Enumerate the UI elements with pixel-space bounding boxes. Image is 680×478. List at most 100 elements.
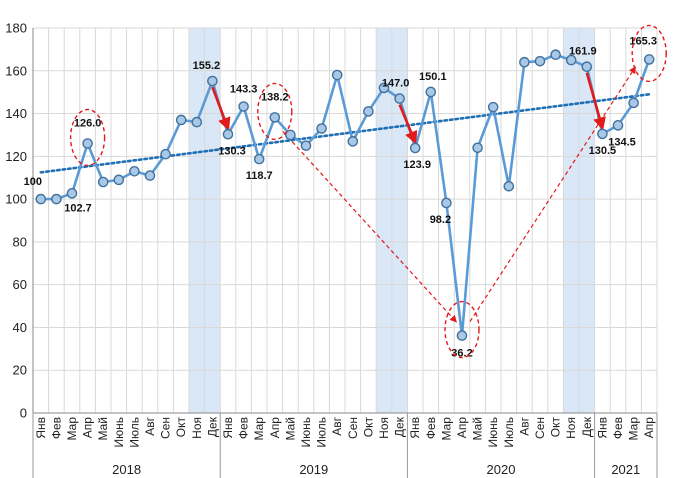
highlight-circles <box>69 24 667 359</box>
data-label: 123.9 <box>403 159 431 171</box>
data-point <box>441 197 452 209</box>
data-point <box>66 188 78 199</box>
data-label: 150.1 <box>419 71 447 83</box>
data-point <box>347 136 359 147</box>
data-point <box>565 54 577 66</box>
y-tick-label: 160 <box>5 63 27 78</box>
x-axis-labels: Янв Фев Мар Апр Май Июнь Июль Авг Сен Окт Ноя Дек Ян… <box>32 413 658 478</box>
drop-arrow <box>211 86 231 131</box>
month-tick-label: Фев <box>611 417 625 439</box>
month-tick-label: Авг <box>143 416 157 435</box>
month-tick-label: Мар <box>65 417 79 441</box>
series-line <box>40 53 651 337</box>
month-tick-label: Апр <box>268 417 282 439</box>
month-tick-label: Апр <box>81 417 95 439</box>
data-label: 118.7 <box>246 170 273 182</box>
data-point <box>82 138 93 149</box>
month-tick-label: Окт <box>549 417 563 438</box>
data-point <box>597 128 608 140</box>
data-label: 134.5 <box>608 136 636 148</box>
month-tick-label: Июнь <box>112 417 126 448</box>
y-tick-label: 80 <box>13 234 27 249</box>
data-label: 98.2 <box>430 214 451 226</box>
data-point <box>643 54 655 65</box>
month-tick-label: Дек <box>393 416 407 437</box>
highlight-ellipse <box>69 108 106 167</box>
y-tick-label: 120 <box>5 149 27 164</box>
data-point <box>285 129 296 141</box>
month-tick-label: Июнь <box>299 417 313 448</box>
data-point <box>581 61 593 73</box>
month-tick-label: Июнь <box>486 417 500 448</box>
data-point <box>35 193 47 205</box>
month-tick-label: Ноя <box>377 417 391 439</box>
month-tick-label: Авг <box>517 416 531 435</box>
series-line-group <box>40 53 651 337</box>
trend-dashed-arrow <box>469 66 636 322</box>
data-point <box>175 114 187 126</box>
highlight-ellipse <box>631 24 667 83</box>
data-label: 100 <box>24 176 42 188</box>
data-label: 130.5 <box>589 145 617 157</box>
data-point <box>472 142 483 154</box>
y-tick-label: 60 <box>13 277 27 292</box>
data-label: 143.3 <box>230 83 258 95</box>
y-tick-label: 180 <box>5 21 27 36</box>
data-point <box>378 82 390 94</box>
y-tick-label: 40 <box>13 320 27 335</box>
data-point <box>129 166 140 177</box>
data-label: 161.9 <box>569 46 597 58</box>
data-point <box>550 49 561 61</box>
month-tick-label: Июль <box>315 417 329 448</box>
month-tick-label: Янв <box>34 417 48 439</box>
data-label: 147.0 <box>382 78 410 90</box>
data-point <box>51 193 62 205</box>
data-point <box>238 101 249 112</box>
year-label: 2019 <box>299 462 328 477</box>
data-point <box>628 97 639 109</box>
data-point <box>207 75 218 87</box>
month-tick-label: Мар <box>627 417 641 441</box>
data-point <box>253 153 265 165</box>
month-tick-label: Янв <box>221 417 235 439</box>
month-tick-label: Май <box>283 417 297 441</box>
data-point <box>300 140 312 151</box>
month-tick-label: Апр <box>642 417 656 439</box>
year-label: 2020 <box>487 462 516 477</box>
data-point <box>409 142 421 154</box>
data-label: 155.2 <box>193 60 221 72</box>
drop-arrow <box>398 104 418 145</box>
highlight-ellipse <box>444 300 480 359</box>
year-label: 2021 <box>611 462 640 477</box>
data-label: 102.7 <box>64 202 92 214</box>
data-point <box>503 180 515 192</box>
data-point <box>519 56 530 68</box>
month-tick-label: Сен <box>159 417 173 439</box>
month-tick-label: Авг <box>330 416 344 435</box>
month-tick-label: Фев <box>424 417 438 439</box>
month-tick-label: Сен <box>346 417 360 439</box>
data-point <box>160 148 171 160</box>
data-label: 126.0 <box>74 118 102 130</box>
data-point <box>612 120 624 131</box>
data-point <box>144 170 156 181</box>
data-point <box>331 69 343 81</box>
gridlines: 0 20 40 60 80 100 120 140 160 180 <box>5 21 658 421</box>
data-point <box>534 55 546 67</box>
month-tick-label: Май <box>471 417 485 441</box>
month-tick-label: Дек <box>580 416 594 437</box>
month-tick-label: Июль <box>127 417 141 448</box>
y-tick-label: 20 <box>13 363 27 378</box>
month-tick-label: Янв <box>595 417 609 439</box>
month-tick-label: Мар <box>252 417 266 441</box>
month-tick-label: Май <box>96 417 110 441</box>
month-tick-label: Фев <box>49 417 63 439</box>
axes <box>32 28 657 414</box>
trendline <box>39 93 651 174</box>
data-point <box>316 123 327 134</box>
trend-dashed-arrow <box>282 131 457 323</box>
data-point <box>113 174 125 186</box>
data-label: 138.2 <box>261 91 289 103</box>
highlight-ellipse <box>257 82 293 141</box>
